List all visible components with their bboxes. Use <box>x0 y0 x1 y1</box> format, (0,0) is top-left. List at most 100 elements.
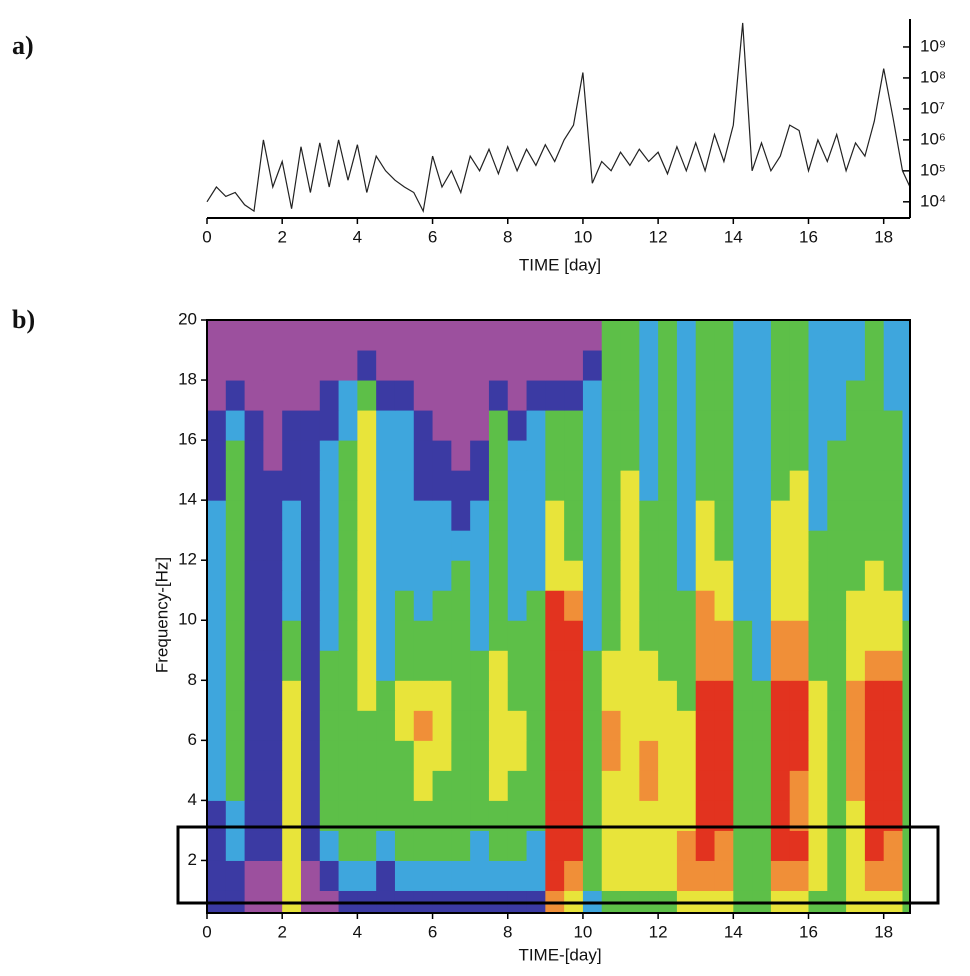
heat-cell <box>319 500 340 531</box>
heat-cell <box>620 770 640 801</box>
heat-cell <box>676 770 697 801</box>
heat-cell <box>902 320 910 351</box>
heat-cell <box>883 530 903 561</box>
heat-cell <box>639 530 659 561</box>
heat-cell <box>883 890 903 913</box>
heat-cell <box>338 590 358 621</box>
heat-cell <box>244 560 264 591</box>
heat-cell <box>676 410 697 441</box>
heat-cell <box>902 740 910 771</box>
heat-cell <box>338 740 358 771</box>
heat-cell <box>507 710 528 741</box>
heat-cell <box>789 500 809 531</box>
heat-cell <box>357 860 377 891</box>
heat-cell <box>432 680 452 711</box>
heat-cell <box>338 650 358 681</box>
heat-cell <box>564 590 584 621</box>
heat-cell <box>244 740 264 771</box>
heat-cell <box>883 800 903 831</box>
heat-cell <box>263 860 283 891</box>
heat-cell <box>526 860 546 891</box>
heat-cell <box>244 350 264 381</box>
heat-cell <box>714 890 734 913</box>
heat-cell <box>300 470 321 501</box>
heat-cell <box>695 560 716 591</box>
heat-cell <box>376 350 396 381</box>
heat-cell <box>564 380 584 411</box>
heat-cell <box>676 860 697 891</box>
heat-cell <box>808 620 828 651</box>
heat-cell <box>827 380 847 411</box>
heat-cell <box>526 320 546 351</box>
heat-cell <box>789 830 809 861</box>
heat-cell <box>470 560 490 591</box>
heat-cell <box>582 800 603 831</box>
heat-cell <box>545 470 565 501</box>
heat-cell <box>357 830 377 861</box>
heat-cell <box>244 770 264 801</box>
heat-cell <box>545 650 565 681</box>
heat-cell <box>413 800 434 831</box>
heat-cell <box>488 770 509 801</box>
heat-cell <box>827 830 847 861</box>
heat-cell <box>714 620 734 651</box>
heat-cell <box>695 770 716 801</box>
data-line <box>206 22 911 213</box>
heat-cell <box>507 440 528 471</box>
heat-cell <box>319 320 340 351</box>
heat-cell <box>883 320 903 351</box>
heat-cell <box>582 590 603 621</box>
heat-cell <box>639 740 659 771</box>
heat-cell <box>564 350 584 381</box>
heat-cell <box>470 740 490 771</box>
heat-cell <box>413 770 434 801</box>
heat-cell <box>488 500 509 531</box>
heat-cell <box>789 590 809 621</box>
heat-cell <box>488 710 509 741</box>
heat-cell <box>376 530 396 561</box>
heat-cell <box>752 740 772 771</box>
heat-cell <box>714 500 734 531</box>
heat-cell <box>639 440 659 471</box>
heat-cell <box>658 770 678 801</box>
heat-cell <box>733 470 753 501</box>
heat-cell <box>376 410 396 441</box>
heat-cell <box>695 440 716 471</box>
heat-cell <box>902 650 910 681</box>
heat-cell <box>432 380 452 411</box>
y-tick-label: 8 <box>188 670 197 689</box>
heat-cell <box>864 800 885 831</box>
heat-cell <box>488 320 509 351</box>
heat-cell <box>338 830 358 861</box>
heat-cell <box>263 320 283 351</box>
heat-cell <box>827 440 847 471</box>
x-tick-label: 4 <box>353 227 362 246</box>
heat-cell <box>282 620 302 651</box>
plot-frame <box>206 319 911 914</box>
heat-cell <box>300 320 321 351</box>
heat-cell <box>319 590 340 621</box>
heat-cell <box>864 350 885 381</box>
heat-cell <box>488 680 509 711</box>
heat-cell <box>883 500 903 531</box>
heat-cell <box>789 890 809 913</box>
heat-cell <box>620 350 640 381</box>
heat-cell <box>582 830 603 861</box>
heat-cell <box>582 560 603 591</box>
heat-cell <box>263 740 283 771</box>
heat-cell <box>827 800 847 831</box>
heat-cell <box>676 650 697 681</box>
heat-cell <box>376 890 396 913</box>
heat-cell <box>658 380 678 411</box>
heat-cell <box>658 710 678 741</box>
heat-cell <box>902 710 910 741</box>
heat-cell <box>488 830 509 861</box>
heat-cell <box>300 560 321 591</box>
heat-cell <box>225 710 246 741</box>
heat-cell <box>338 770 358 801</box>
heat-cell <box>864 440 885 471</box>
heat-cell <box>282 890 302 913</box>
heat-cell <box>413 680 434 711</box>
heat-cell <box>827 650 847 681</box>
